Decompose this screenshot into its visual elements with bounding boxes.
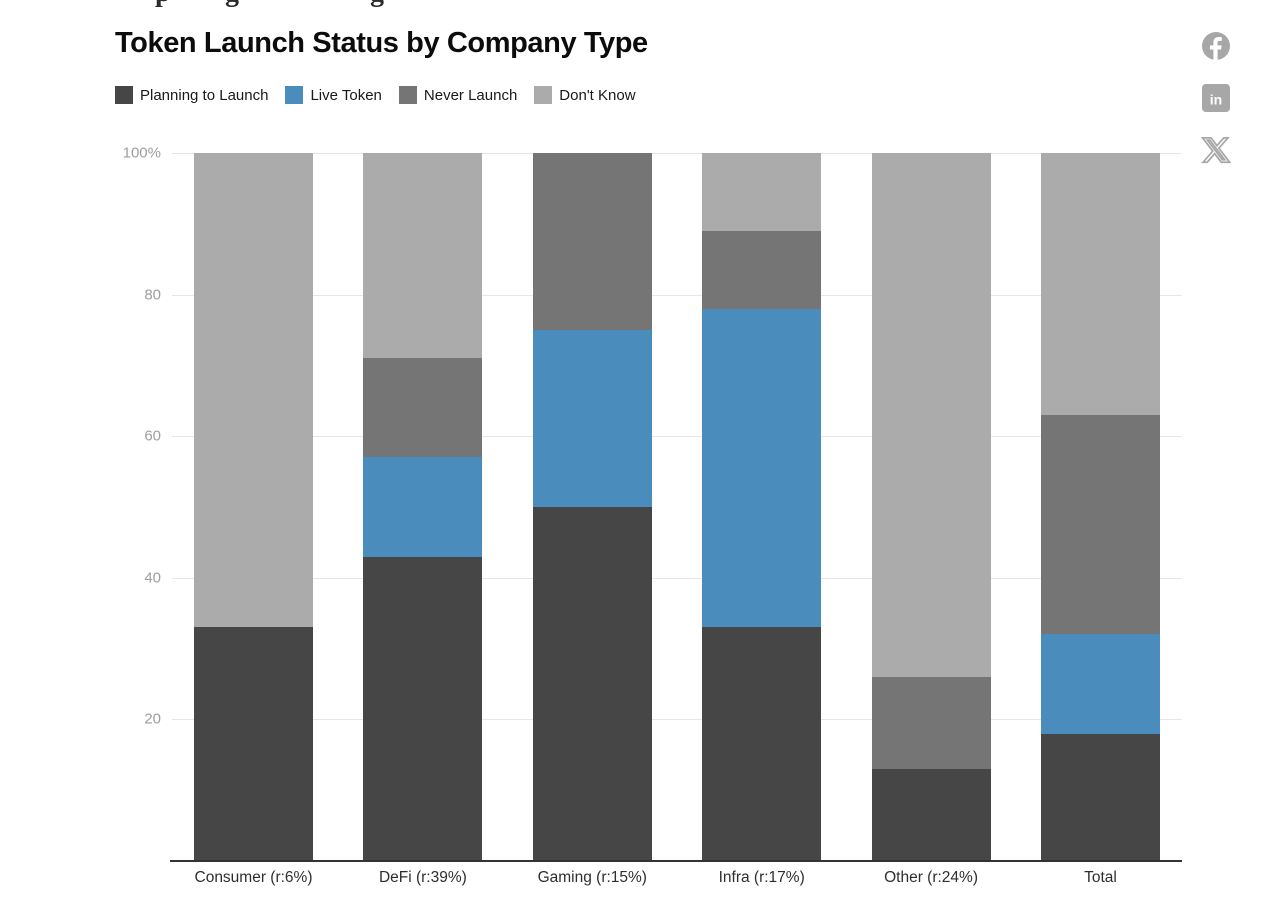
chart-legend: Planning to Launch Live Token Never Launch… — [115, 86, 636, 104]
x-axis-label-text: DeFi (r:39%) — [378, 869, 467, 886]
bar-other-r-24[interactable] — [871, 153, 991, 861]
legend-item-don-t-know[interactable]: Don't Know — [534, 86, 636, 104]
bar-segment-infra-r-17-don-t-know[interactable] — [702, 153, 822, 231]
social-share-bar: in — [1201, 31, 1231, 165]
bar-segment-infra-r-17-never-launch[interactable] — [702, 230, 822, 309]
x-axis-label-defi-r-39: DeFi (r:39%) — [363, 869, 482, 887]
bar-segment-infra-r-17-planning-to-launch[interactable] — [702, 627, 822, 861]
bar-segment-gaming-r-15-never-launch[interactable] — [532, 153, 652, 330]
bar-segment-total-live-token[interactable] — [1040, 634, 1160, 734]
bar-infra-r-17[interactable] — [702, 153, 822, 861]
bar-segment-other-r-24-don-t-know[interactable] — [871, 153, 991, 677]
y-axis-tick-label: 20 — [144, 710, 161, 728]
bar-segment-defi-r-39-planning-to-launch[interactable] — [363, 556, 483, 861]
legend-label: Never Launch — [423, 86, 518, 104]
legend-swatch — [398, 86, 417, 104]
linkedin-icon: in — [1202, 84, 1230, 112]
cropped-heading-fragment: g — [225, 0, 239, 9]
bar-segment-other-r-24-never-launch[interactable] — [871, 676, 991, 769]
bar-segment-defi-r-39-don-t-know[interactable] — [363, 153, 483, 359]
y-axis-tick-label: 100% — [122, 144, 161, 162]
gridline-20: 20 — [144, 711, 1182, 728]
bar-segment-total-never-launch[interactable] — [1040, 414, 1160, 635]
legend-label: Don't Know — [559, 86, 636, 104]
x-axis-label-other-r-24: Other (r:24%) — [872, 869, 991, 887]
legend-swatch — [534, 86, 553, 104]
bar-defi-r-39[interactable] — [363, 153, 483, 861]
cropped-heading-fragment: g — [370, 0, 384, 9]
x-share-button[interactable] — [1201, 135, 1231, 165]
legend-item-never-launch[interactable]: Never Launch — [398, 86, 518, 104]
legend-swatch — [115, 86, 133, 104]
gridline-80: 80 — [144, 286, 1182, 303]
bar-segment-total-planning-to-launch[interactable] — [1040, 733, 1160, 861]
facebook-icon — [1202, 32, 1230, 60]
legend-label: Planning to Launch — [140, 86, 269, 104]
x-icon — [1201, 136, 1231, 164]
bar-segment-gaming-r-15-live-token[interactable] — [532, 330, 652, 507]
chart-plot-area: 100% 80 60 40 20 — [123, 145, 1182, 862]
x-axis-label-infra-r-17: Infra (r:17%) — [702, 869, 821, 887]
x-axis-label-text: Other (r:24%) — [884, 869, 978, 886]
bar-segment-defi-r-39-live-token[interactable] — [363, 457, 483, 557]
x-axis-labels: Consumer (r:6%) DeFi (r:39%) Gaming (r:15%… — [172, 869, 1182, 887]
linkedin-share-button[interactable]: in — [1201, 83, 1231, 113]
legend-label: Live Token — [310, 86, 382, 104]
gridline-100: 100% — [123, 145, 1182, 162]
bar-segment-consumer-r-6-don-t-know[interactable] — [194, 153, 313, 628]
bar-segment-total-don-t-know[interactable] — [1040, 153, 1160, 415]
bar-segment-infra-r-17-live-token[interactable] — [702, 308, 822, 628]
legend-item-live-token[interactable]: Live Token — [285, 86, 382, 104]
gridline-60: 60 — [144, 428, 1182, 445]
legend-item-planning-to-launch[interactable]: Planning to Launch — [115, 86, 268, 104]
bar-total[interactable] — [1040, 153, 1160, 861]
x-axis-label-text: Total — [1084, 869, 1117, 886]
x-axis-label-text: Infra (r:17%) — [718, 869, 805, 886]
x-axis-label-total: Total — [1041, 869, 1160, 887]
x-axis-label-text: Consumer (r:6%) — [194, 869, 313, 886]
y-axis-tick-label: 60 — [144, 427, 161, 445]
x-axis-line — [170, 860, 1182, 862]
svg-text:in: in — [1210, 92, 1222, 108]
gridline-40: 40 — [144, 569, 1182, 586]
bar-segment-gaming-r-15-planning-to-launch[interactable] — [532, 507, 652, 861]
x-axis-label-gaming-r-15: Gaming (r:15%) — [533, 869, 652, 887]
bar-gaming-r-15[interactable] — [532, 153, 652, 861]
bar-segment-consumer-r-6-planning-to-launch[interactable] — [194, 627, 313, 861]
y-axis-tick-label: 80 — [144, 286, 161, 304]
bar-segment-other-r-24-planning-to-launch[interactable] — [871, 768, 991, 861]
facebook-share-button[interactable] — [1201, 31, 1231, 61]
bar-segment-defi-r-39-never-launch[interactable] — [363, 358, 483, 458]
chart-title: Token Launch Status by Company Type — [115, 27, 648, 59]
x-axis-label-consumer-r-6: Consumer (r:6%) — [194, 869, 313, 887]
y-axis-tick-label: 40 — [144, 569, 161, 587]
bar-consumer-r-6[interactable] — [194, 153, 313, 861]
cropped-heading-fragment: p — [155, 0, 171, 9]
legend-swatch — [285, 86, 304, 104]
cropped-heading-text: p g g — [115, 0, 635, 9]
x-axis-label-text: Gaming (r:15%) — [537, 869, 647, 886]
bars — [172, 153, 1182, 861]
